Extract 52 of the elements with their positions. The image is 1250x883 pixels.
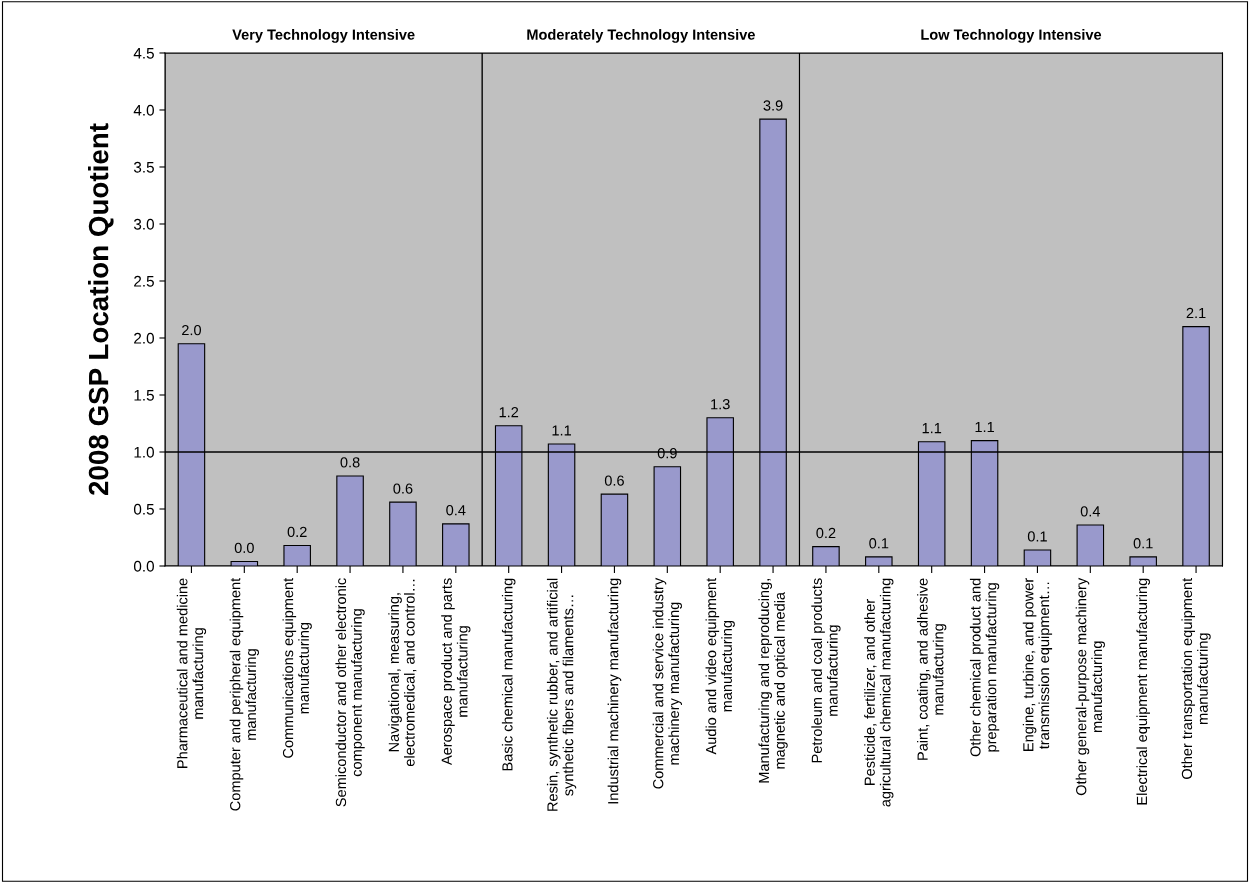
band-label: Low Technology Intensive <box>921 29 1102 43</box>
data-label: 0.4 <box>446 505 466 516</box>
data-label: 0.2 <box>816 527 836 539</box>
data-label: 0.1 <box>1133 538 1153 549</box>
data-label: 1.1 <box>975 421 994 433</box>
x-tick-label: Navigational, measuring, electromedical, and control… <box>388 579 417 767</box>
x-tick-label: Aerospace product and parts manufacturing <box>441 578 471 766</box>
x-tick-label: Commercial and service industry machinery manufacturing <box>652 577 682 789</box>
data-label: 3.9 <box>763 100 783 111</box>
y-tick-label: 0.5 <box>133 503 154 515</box>
data-label: 0.2 <box>287 526 307 538</box>
data-label: 2.1 <box>1186 307 1206 319</box>
data-label: 0.8 <box>340 457 360 468</box>
data-label: 1.3 <box>711 399 730 410</box>
data-label: 2.0 <box>182 324 201 336</box>
data-label: 0.6 <box>393 483 413 494</box>
y-tick-label: 3.5 <box>133 161 154 173</box>
y-tick-label: 4.0 <box>133 104 154 116</box>
data-label: 0.6 <box>604 475 624 486</box>
x-tick-label: Other general-purpose machinery manufacturing <box>1075 577 1105 796</box>
data-label: 1.1 <box>922 423 942 434</box>
x-tick-label: Other chemical product and preparation manufacturing <box>969 578 1000 757</box>
x-tick-label: Engine, turbine, and power transmission equipment… <box>1022 578 1053 751</box>
y-tick-label: 3.0 <box>133 218 154 230</box>
x-tick-label: Industrial machinery manufacturing <box>607 578 622 804</box>
x-tick-label: Paint, coating, and adhesive manufacturing <box>917 578 947 760</box>
data-label: 0.1 <box>869 538 889 549</box>
x-tick-label: Audio and video equipment manufacturing <box>705 577 735 755</box>
x-tick-label: Computer and peripheral equipment manufacturing <box>229 577 259 811</box>
y-tick-label: 1.0 <box>134 446 154 458</box>
x-tick-label: Basic chemical manufacturing <box>501 578 516 771</box>
data-label: 0.4 <box>1080 506 1101 517</box>
x-tick-label: Petroleum and coal products manufacturing <box>811 578 841 763</box>
y-tick-label: 4.5 <box>133 48 154 59</box>
x-tick-label: Pesticide, fertilizer, and other agricultural chemical manufacturing <box>864 578 894 807</box>
data-label: 1.2 <box>499 407 519 418</box>
data-label: 0.1 <box>1027 531 1047 542</box>
y-tick-label: 1.5 <box>134 390 154 401</box>
y-tick-label: 0.0 <box>133 560 154 572</box>
x-tick-label: Semiconductor and other electronic component manufacturing <box>335 578 365 807</box>
x-tick-label: Communications equipment manufacturing <box>282 577 312 758</box>
x-tick-label: Electrical equipment manufacturing <box>1136 578 1150 805</box>
y-axis-title: 2008 GSP Location Quotient <box>88 123 114 496</box>
band-label: Moderately Technology Intensive <box>527 29 755 43</box>
x-tick-label: Pharmaceutical and medicine manufacturing <box>176 578 207 768</box>
data-label: 0.0 <box>234 542 254 553</box>
data-label: 1.1 <box>552 425 571 436</box>
band-label: Very Technology Intensive <box>232 29 415 43</box>
y-tick-label: 2.5 <box>134 275 154 287</box>
x-tick-label: Resin, synthetic rubber, and artificial synthetic fibers and filaments… <box>546 578 577 811</box>
x-tick-label: Other transportation equipment manufacturing <box>1181 577 1211 779</box>
y-tick-label: 2.0 <box>134 332 154 344</box>
